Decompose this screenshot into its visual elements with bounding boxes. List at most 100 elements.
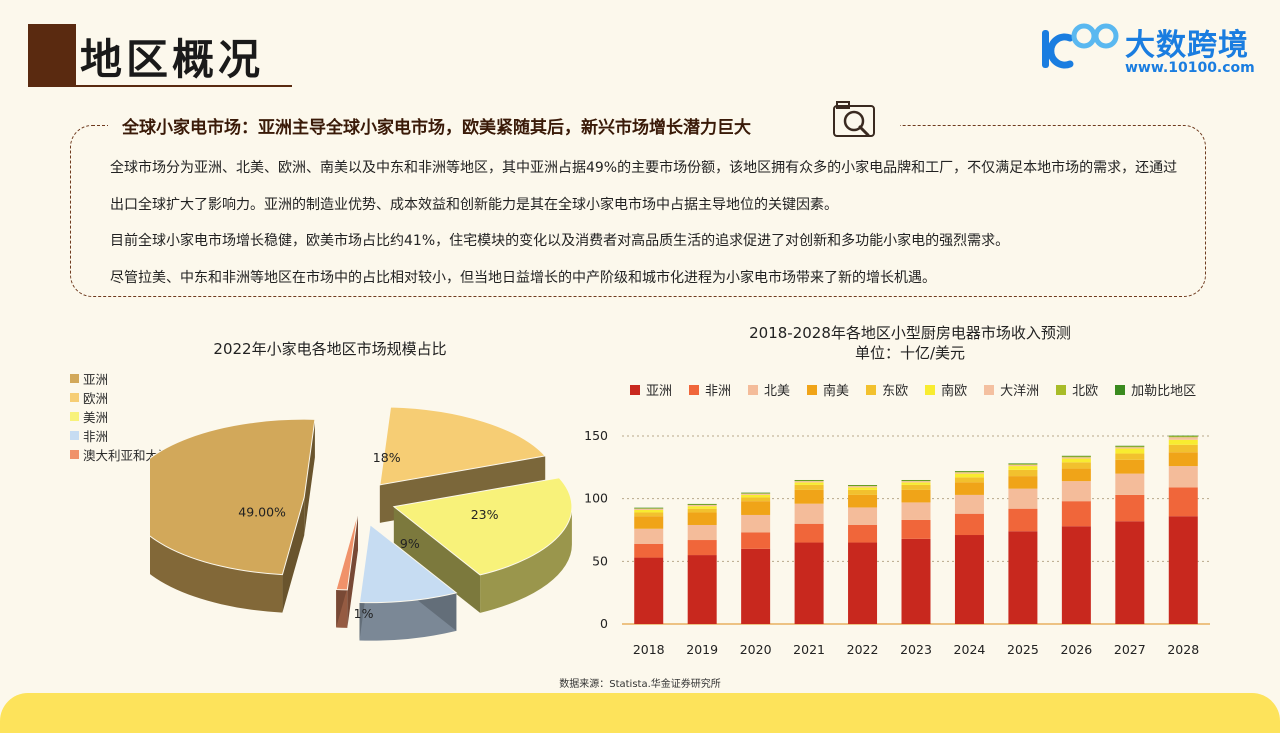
bar-segment (848, 489, 878, 495)
bar-segment (1061, 526, 1091, 624)
pie-legend: 亚洲 欧洲 美洲 非洲 澳大利亚和大洋洲 (70, 369, 183, 464)
bar-segment (1008, 463, 1038, 465)
legend-swatch (1056, 384, 1067, 395)
pie-chart-title: 2022年小家电各地区市场规模占比 (213, 340, 447, 358)
bar-segment (687, 504, 717, 507)
bar-segment (794, 489, 824, 504)
bar-segment (1061, 458, 1091, 463)
bar-segment (634, 557, 664, 624)
bar-segment (1008, 469, 1038, 477)
bar-segment (687, 508, 717, 513)
bar-segment (954, 473, 984, 478)
legend-label: 北美 (764, 384, 791, 399)
bar-segment (634, 516, 664, 529)
bar-segment (1115, 448, 1145, 454)
summary-headline: 全球小家电市场：亚洲主导全球小家电市场，欧美紧随其后，新兴市场增长潜力巨大 (122, 118, 751, 138)
bar-segment (1115, 445, 1145, 447)
bar-segment (1168, 435, 1198, 437)
summary-paragraph: 全球市场分为亚洲、北美、欧洲、南美以及中东和非洲等地区，其中亚洲占据49%的主要… (110, 160, 1178, 213)
bar-segment (1115, 453, 1145, 460)
x-tick-label: 2018 (633, 642, 665, 657)
x-tick-label: 2026 (1060, 642, 1092, 657)
bar-segment (741, 493, 771, 495)
x-tick-label: 2027 (1114, 642, 1146, 657)
bar-segment (1061, 455, 1091, 457)
bar-segment (848, 524, 878, 543)
legend-label: 东欧 (882, 384, 909, 399)
bar-segment (1168, 516, 1198, 624)
bar-segment (634, 543, 664, 558)
footer-band (0, 693, 1280, 733)
y-tick-label: 50 (592, 553, 608, 568)
pie-legend-item: 非洲 (70, 426, 183, 445)
y-tick-label: 100 (584, 491, 608, 506)
pie-slice (379, 406, 547, 486)
bar-segment (634, 528, 664, 544)
bar-segment (634, 507, 664, 509)
bar-segment (741, 493, 771, 494)
bar-chart-title: 2018-2028年各地区小型厨房电器市场收入预测 (749, 324, 1071, 342)
legend-swatch (70, 393, 79, 402)
pie-slice (335, 511, 359, 591)
bar-segment (634, 512, 664, 517)
bar-legend-item: 亚洲 (630, 380, 672, 399)
page-title: 地区概况 (80, 35, 265, 84)
bar-segment (1008, 488, 1038, 509)
brand-url: www.10100.com (1125, 60, 1255, 76)
legend-swatch (748, 384, 759, 395)
bar-segment (901, 484, 931, 490)
bar-segment (848, 485, 878, 486)
bar-segment (1168, 452, 1198, 467)
legend-label: 美洲 (83, 410, 109, 425)
bar-segment (741, 492, 771, 494)
bar-legend-item: 南美 (807, 380, 849, 399)
legend-swatch (866, 384, 877, 395)
legend-swatch (70, 431, 79, 440)
pie-slice (392, 477, 573, 576)
bar-legend-item: 非洲 (689, 380, 731, 399)
bar-segment (848, 485, 878, 487)
bar-segment (954, 513, 984, 536)
bar-segment (794, 523, 824, 543)
bar-segment (901, 479, 931, 481)
bar-segment (687, 524, 717, 541)
bar-segment (1061, 456, 1091, 458)
bar-segment (794, 480, 824, 482)
summary-paragraph: 尽管拉美、中东和非洲等地区在市场中的占比相对较小，但当地日益增长的中产阶级和城市… (110, 269, 936, 286)
summary-paragraphs: 全球市场分为亚洲、北美、欧洲、南美以及中东和非洲等地区，其中亚洲占据49%的主要… (110, 150, 1190, 296)
bar-segment (1168, 487, 1198, 517)
bar-legend-item: 大洋洲 (984, 380, 1039, 399)
brand-logo-mark-icon (1042, 23, 1119, 69)
bar-segment (794, 503, 824, 524)
bar-segment (687, 503, 717, 505)
y-tick-label: 150 (584, 428, 608, 443)
legend-label: 大洋洲 (1000, 384, 1040, 399)
bar-segment (687, 555, 717, 624)
bar-segment (901, 519, 931, 539)
bar-legend-item: 北美 (748, 380, 790, 399)
x-tick-label: 2024 (954, 642, 986, 657)
bar-segment (794, 482, 824, 485)
bar-chart: 0 50 100 150 2018 2019 2020 2021 2022 2023 2024 202… (584, 428, 1210, 657)
legend-label: 南美 (823, 384, 850, 399)
bar-legend-item: 北欧 (1056, 380, 1098, 399)
bar-segment (741, 501, 771, 515)
bar-segment (1168, 439, 1198, 445)
pie-legend-item: 亚洲 (70, 369, 183, 388)
bar-legend-item: 加勒比地区 (1115, 380, 1196, 399)
bar-segment (1115, 494, 1145, 522)
bar-segment (741, 514, 771, 533)
bar-segment (1061, 457, 1091, 459)
bar-segment (1115, 446, 1145, 448)
bar-segment (848, 494, 878, 508)
pie-slice (358, 523, 458, 604)
bar-segment (901, 480, 931, 482)
bar-segment (687, 504, 717, 505)
legend-swatch (689, 384, 700, 395)
pie-slice-label: 23% (471, 507, 499, 522)
y-tick-label: 0 (600, 616, 608, 631)
legend-label: 北欧 (1072, 384, 1099, 399)
bar-segment (741, 497, 771, 502)
bar-segment (954, 477, 984, 483)
legend-label: 欧洲 (83, 391, 109, 406)
